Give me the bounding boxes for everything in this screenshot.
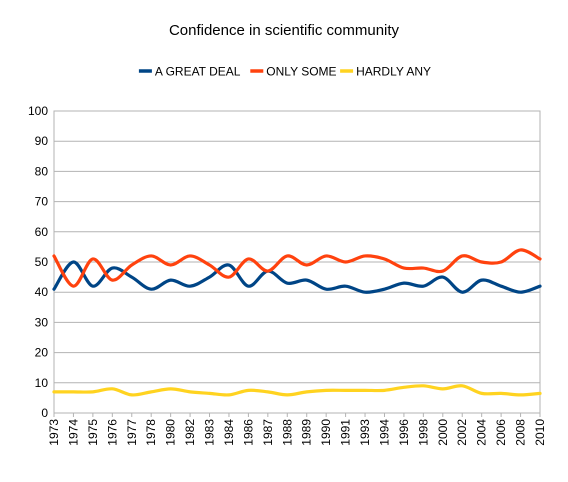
legend-item-only-some: ONLY SOME bbox=[250, 65, 337, 79]
x-tick-label: 1991 bbox=[339, 419, 353, 446]
y-tick-label: 0 bbox=[41, 406, 48, 420]
series-line-only-some bbox=[52, 248, 542, 288]
x-tick-label: 1998 bbox=[416, 419, 430, 446]
series-line-a-great-deal bbox=[52, 260, 542, 294]
x-tick-label: 1989 bbox=[300, 419, 314, 446]
y-tick-label: 10 bbox=[35, 376, 49, 390]
legend-label: HARDLY ANY bbox=[356, 65, 431, 79]
y-axis: 0 10 20 30 40 50 60 70 80 90 100 bbox=[28, 104, 48, 420]
x-tick-label: 1987 bbox=[261, 419, 275, 446]
y-tick-label: 50 bbox=[35, 255, 49, 269]
x-tick-label: 1993 bbox=[358, 419, 372, 446]
x-tick-label: 1984 bbox=[222, 419, 236, 446]
y-tick-label: 70 bbox=[35, 195, 49, 209]
x-tick-label: 2000 bbox=[436, 419, 450, 446]
series-line-hardly-any bbox=[52, 384, 542, 397]
x-tick-label: 1994 bbox=[377, 419, 391, 446]
legend: A GREAT DEAL ONLY SOME HARDLY ANY bbox=[138, 65, 431, 79]
y-tick-label: 30 bbox=[35, 315, 49, 329]
x-tick-label: 1996 bbox=[397, 419, 411, 446]
y-tick-label: 20 bbox=[35, 346, 49, 360]
legend-label: ONLY SOME bbox=[266, 65, 336, 79]
x-tick-label: 1988 bbox=[280, 419, 294, 446]
plot-frame bbox=[53, 110, 541, 414]
legend-label: A GREAT DEAL bbox=[155, 65, 241, 79]
y-tick-label: 60 bbox=[35, 225, 49, 239]
legend-item-a-great-deal: A GREAT DEAL bbox=[138, 65, 241, 79]
x-tick-label: 1980 bbox=[164, 419, 178, 446]
x-tick-label: 1990 bbox=[319, 419, 333, 446]
x-tick-label: 1974 bbox=[66, 419, 80, 446]
legend-item-hardly-any: HARDLY ANY bbox=[340, 65, 431, 79]
x-tick-label: 1973 bbox=[47, 419, 61, 446]
x-tick-label: 1977 bbox=[125, 419, 139, 446]
y-tick-label: 40 bbox=[35, 285, 49, 299]
x-tick-label: 1983 bbox=[203, 419, 217, 446]
x-tick-label: 1976 bbox=[105, 419, 119, 446]
x-tick-label: 1982 bbox=[183, 419, 197, 446]
x-tick-label: 1986 bbox=[241, 419, 255, 446]
y-tick-label: 80 bbox=[35, 164, 49, 178]
series-group bbox=[52, 248, 542, 397]
x-tick-label: 2004 bbox=[475, 419, 489, 446]
x-tick-label: 1975 bbox=[86, 419, 100, 446]
x-axis: 1973 1974 1975 1976 1977 1978 1980 1982 1983 1984… bbox=[47, 413, 547, 446]
chart-title: Confidence in scientific community bbox=[169, 22, 400, 39]
y-tick-label: 90 bbox=[35, 134, 49, 148]
x-tick-label: 2008 bbox=[514, 419, 528, 446]
x-tick-label: 2002 bbox=[455, 419, 469, 446]
y-tick-label: 100 bbox=[28, 104, 48, 118]
plot-border bbox=[53, 110, 541, 414]
x-tick-label: 1978 bbox=[144, 419, 158, 446]
x-tick-label: 2006 bbox=[494, 419, 508, 446]
x-tick-label: 2010 bbox=[533, 419, 547, 446]
